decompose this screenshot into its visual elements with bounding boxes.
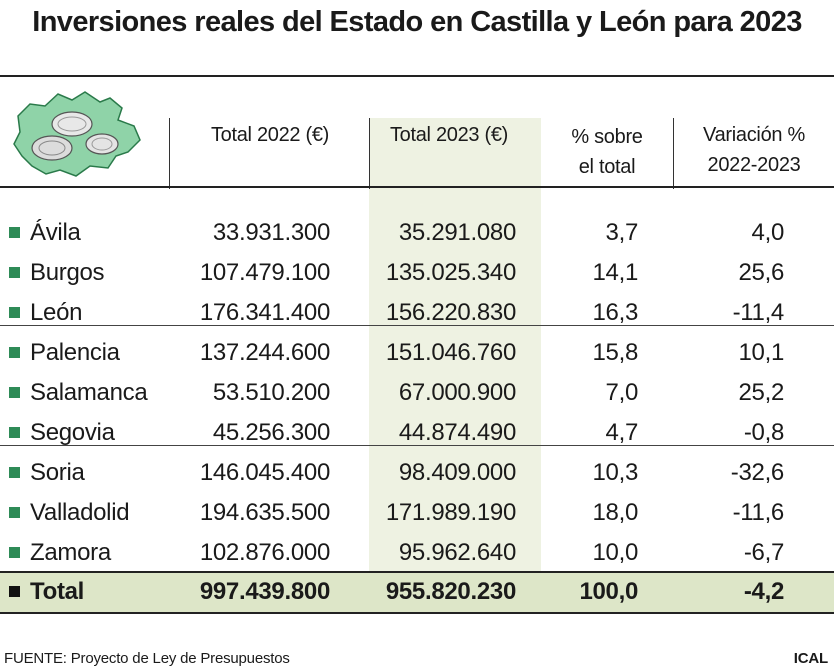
row-bullet-icon [9, 427, 20, 438]
header-variation-line2: 2022-2023 [707, 154, 801, 176]
total-row: Total 997.439.800 955.820.230 100,0 -4,2 [0, 572, 834, 612]
pct-value: 3,7 [605, 219, 639, 246]
total-2022-value: 107.479.100 [199, 259, 330, 286]
province-name: Soria [30, 459, 85, 486]
total-2022-value: 137.244.600 [199, 339, 330, 366]
total-2022-value: 176.341.400 [199, 299, 330, 326]
province-name: Valladolid [30, 499, 130, 526]
header-variation-line1: Variación % [703, 124, 805, 146]
pct-value: 16,3 [592, 299, 638, 326]
variation-value: -11,4 [732, 299, 785, 326]
header-pct: % sobre el total [541, 122, 673, 182]
pct-value: 18,0 [592, 499, 638, 526]
table-row: Segovia 45.256.300 44.874.490 4,7 -0,8 [0, 413, 834, 453]
pct-value: 14,1 [592, 259, 638, 286]
total-pct-value: 100,0 [579, 578, 638, 605]
table-row: Soria 146.045.400 98.409.000 10,3 -32,6 [0, 453, 834, 493]
credit: ICAL [793, 650, 828, 667]
column-separator [369, 118, 370, 189]
total-2022-value: 194.635.500 [199, 499, 330, 526]
row-bullet-icon [9, 347, 20, 358]
table-row: Palencia 137.244.600 151.046.760 15,8 10,1 [0, 333, 834, 373]
variation-value: -0,8 [743, 419, 784, 446]
chart-title: Inversiones reales del Estado en Castill… [32, 6, 802, 38]
table-row: Ávila 33.931.300 35.291.080 3,7 4,0 [0, 213, 834, 253]
total-label: Total [30, 578, 85, 605]
total-2022-value: 53.510.200 [212, 379, 330, 406]
group-divider [0, 445, 834, 446]
province-name: Ávila [30, 219, 81, 246]
row-bullet-icon [9, 547, 20, 558]
header-total-2023: Total 2023 (€) [389, 124, 509, 146]
table-row: Burgos 107.479.100 135.025.340 14,1 25,6 [0, 253, 834, 293]
total-2023-value: 151.046.760 [385, 339, 516, 366]
table-row: Salamanca 53.510.200 67.000.900 7,0 25,2 [0, 373, 834, 413]
group-divider [0, 325, 834, 326]
column-separator [673, 118, 674, 189]
pct-value: 7,0 [605, 379, 639, 406]
total-2023-value: 98.409.000 [398, 459, 516, 486]
province-name: Salamanca [30, 379, 148, 406]
header-variation: Variación % 2022-2023 [674, 120, 834, 180]
province-name: León [30, 299, 83, 326]
total-2022-value: 45.256.300 [212, 419, 330, 446]
variation-value: -11,6 [732, 499, 785, 526]
variation-value: 10,1 [738, 339, 784, 366]
bottom-rule [0, 612, 834, 614]
total-2023-value: 955.820.230 [385, 578, 516, 605]
total-top-rule [0, 571, 834, 573]
total-bullet-icon [9, 586, 20, 597]
pct-value: 10,0 [592, 539, 638, 566]
province-name: Palencia [30, 339, 120, 366]
total-2022-value: 33.931.300 [212, 219, 330, 246]
top-rule [0, 75, 834, 77]
table-row: Zamora 102.876.000 95.962.640 10,0 -6,7 [0, 533, 834, 573]
total-2023-value: 44.874.490 [398, 419, 516, 446]
row-bullet-icon [9, 307, 20, 318]
total-2022-value: 997.439.800 [199, 578, 330, 605]
source-note: FUENTE: Proyecto de Ley de Presupuestos [4, 650, 290, 667]
province-name: Segovia [30, 419, 115, 446]
pct-value: 10,3 [592, 459, 638, 486]
total-2022-value: 102.876.000 [199, 539, 330, 566]
header-pct-line1: % sobre [571, 126, 643, 148]
header-rule [0, 186, 834, 188]
variation-value: 25,2 [738, 379, 784, 406]
total-2023-value: 67.000.900 [398, 379, 516, 406]
total-2022-value: 146.045.400 [199, 459, 330, 486]
row-bullet-icon [9, 507, 20, 518]
pct-value: 15,8 [592, 339, 638, 366]
variation-value: -6,7 [743, 539, 784, 566]
castilla-y-leon-map-icon [13, 91, 141, 177]
total-variation-value: -4,2 [743, 578, 784, 605]
variation-value: 4,0 [751, 219, 785, 246]
variation-value: 25,6 [738, 259, 784, 286]
pct-value: 4,7 [605, 419, 639, 446]
total-2023-value: 156.220.830 [385, 299, 516, 326]
row-bullet-icon [9, 467, 20, 478]
province-name: Burgos [30, 259, 105, 286]
total-2023-value: 95.962.640 [398, 539, 516, 566]
table-row: Valladolid 194.635.500 171.989.190 18,0 -11,… [0, 493, 834, 533]
variation-value: -32,6 [730, 459, 785, 486]
row-bullet-icon [9, 267, 20, 278]
header-total-2022: Total 2022 (€) [210, 124, 330, 146]
table-row: León 176.341.400 156.220.830 16,3 -11,4 [0, 293, 834, 333]
province-name: Zamora [30, 539, 111, 566]
header-pct-line2: el total [578, 156, 636, 178]
row-bullet-icon [9, 387, 20, 398]
highlight-column [369, 118, 541, 580]
row-bullet-icon [9, 227, 20, 238]
total-2023-value: 135.025.340 [385, 259, 516, 286]
total-2023-value: 35.291.080 [398, 219, 516, 246]
total-2023-value: 171.989.190 [385, 499, 516, 526]
column-separator [169, 118, 170, 189]
